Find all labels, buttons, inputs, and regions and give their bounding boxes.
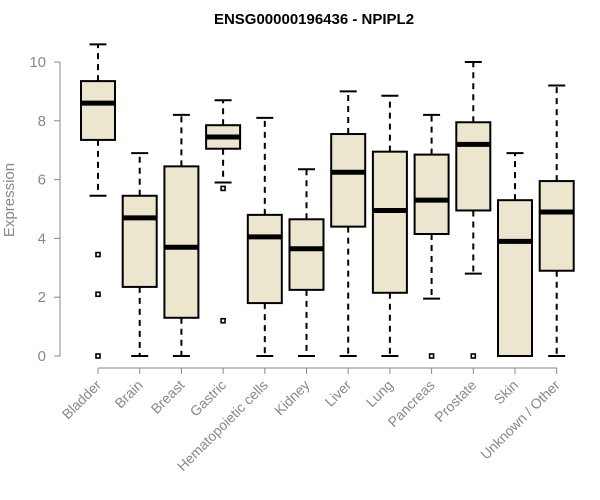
y-axis-label: Expression [1, 163, 18, 237]
y-tick-label: 8 [38, 113, 46, 130]
box-pancreas [413, 113, 450, 359]
y-tick-label: 2 [38, 289, 46, 306]
iqr-box [413, 153, 450, 235]
x-tick-label: Lung [363, 377, 396, 410]
outlier-point [95, 251, 101, 258]
y-tick-label: 4 [38, 230, 46, 247]
box-unknown-other [538, 84, 575, 357]
iqr-box [497, 199, 533, 357]
y-axis: 0 2 4 6 8 10 [29, 54, 61, 365]
iqr-box [455, 121, 492, 212]
x-tick-label: Prostate [431, 377, 479, 425]
box-hematopoietic-cells [246, 116, 283, 357]
box-kidney [288, 168, 325, 357]
iqr-box [80, 80, 116, 141]
x-tick-label: Brain [111, 377, 145, 411]
box-bladder [80, 43, 116, 359]
x-tick-label: Bladder [59, 377, 105, 423]
y-tick-label: 0 [38, 348, 46, 365]
outlier-point [95, 353, 101, 359]
outlier-point [220, 185, 226, 192]
iqr-box [246, 213, 283, 305]
iqr-box [538, 180, 575, 272]
box-liver [330, 90, 367, 357]
x-tick-label: Kidney [271, 377, 313, 419]
y-tick-label: 10 [29, 54, 46, 71]
iqr-box [163, 165, 200, 319]
box-breast [163, 113, 200, 357]
box-skin [497, 152, 533, 357]
y-tick-label: 6 [38, 172, 46, 189]
outlier-point [470, 353, 477, 359]
iqr-box [288, 218, 325, 291]
x-tick-label: Unknown / Other [477, 377, 563, 463]
box-lung [371, 94, 408, 357]
x-tick-label: Liver [322, 377, 355, 410]
outlier-point [95, 291, 101, 298]
outlier-point [220, 317, 226, 324]
x-tick-label: Breast [148, 377, 188, 417]
chart-title: ENSG00000196436 - NPIPL2 [214, 11, 414, 28]
iqr-box [330, 133, 367, 228]
box-gastric [205, 99, 242, 324]
box-series [80, 43, 575, 359]
iqr-box [121, 194, 158, 288]
box-brain [121, 152, 158, 357]
outlier-point [428, 353, 435, 359]
box-prostate [455, 61, 492, 359]
iqr-box [371, 150, 408, 294]
x-tick-label: Skin [491, 377, 522, 408]
